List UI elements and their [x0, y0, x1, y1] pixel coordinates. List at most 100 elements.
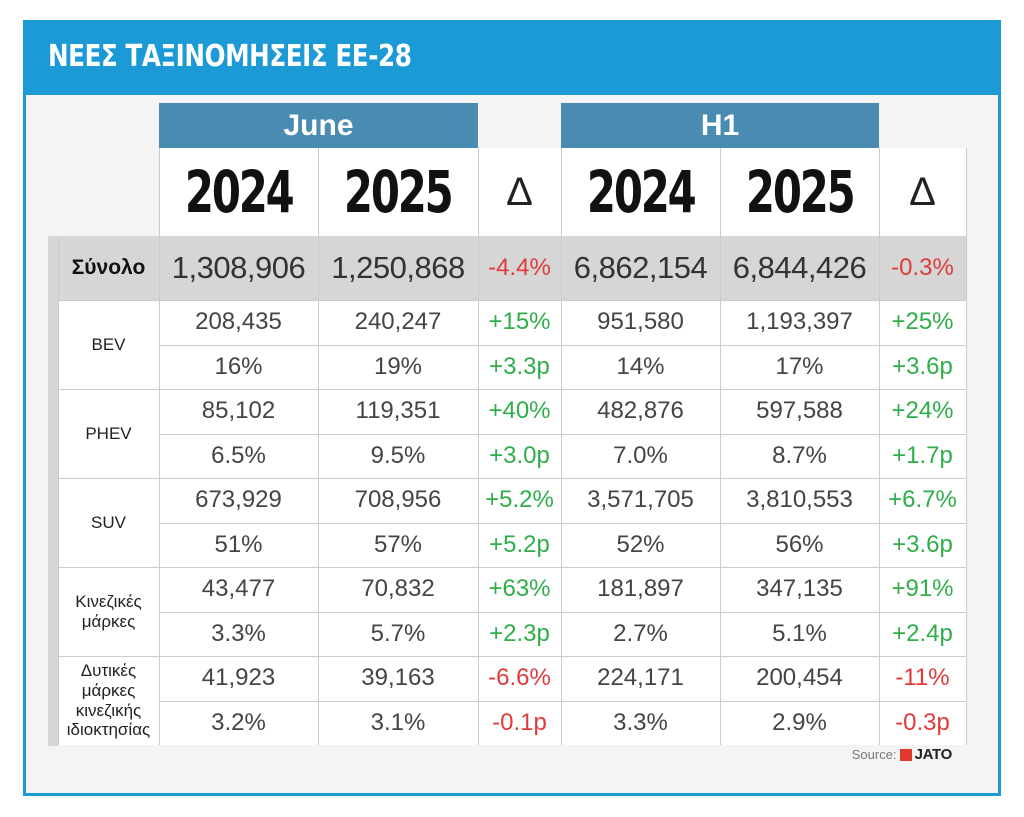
share-delta-cell: +3.3p	[478, 344, 561, 389]
share-delta-cell: -0.1p	[478, 700, 561, 745]
count-value-cell: 482,876	[561, 389, 720, 434]
count-value-cell: 181,897	[561, 567, 720, 612]
count-delta-cell: -6.6%	[478, 656, 561, 701]
share-value-cell: 14%	[561, 344, 720, 389]
count-value-cell: 597,588	[720, 389, 879, 434]
total-delta-value: -0.3%	[879, 236, 966, 300]
share-value-cell: 17%	[720, 344, 879, 389]
count-value-cell: 3,571,705	[561, 478, 720, 523]
count-value-cell: 708,956	[318, 478, 478, 523]
row-label: SUV	[58, 478, 159, 567]
share-value-cell: 16%	[159, 344, 318, 389]
count-delta-cell: +63%	[478, 567, 561, 612]
count-value-cell: 200,454	[720, 656, 879, 701]
count-value-cell: 1,193,397	[720, 300, 879, 345]
count-value-cell: 119,351	[318, 389, 478, 434]
share-value-cell: 57%	[318, 522, 478, 567]
count-delta-cell: +5.2%	[478, 478, 561, 523]
total-value: 1,250,868	[318, 236, 478, 300]
left-accent-bar	[48, 236, 58, 746]
share-value-cell: 5.1%	[720, 611, 879, 656]
row-label: Κινεζικές μάρκες	[58, 567, 159, 656]
grid-line	[58, 300, 966, 301]
delta-column-header: Δ	[879, 148, 966, 236]
share-value-cell: 3.1%	[318, 700, 478, 745]
grid-line	[58, 656, 966, 657]
source-label: Source:	[851, 747, 897, 762]
share-value-cell: 2.7%	[561, 611, 720, 656]
share-delta-cell: -0.3p	[879, 700, 966, 745]
grid-line	[58, 567, 966, 568]
share-delta-cell: +2.3p	[478, 611, 561, 656]
year-label: 2024	[184, 158, 295, 226]
count-value-cell: 3,810,553	[720, 478, 879, 523]
group-header-june: June	[159, 103, 478, 148]
share-value-cell: 51%	[159, 522, 318, 567]
grid-line	[966, 148, 967, 745]
share-value-cell: 19%	[318, 344, 478, 389]
share-value-cell: 5.7%	[318, 611, 478, 656]
grid-line	[159, 522, 966, 524]
count-delta-cell: +25%	[879, 300, 966, 345]
year-label: 2024	[586, 158, 697, 226]
count-value-cell: 85,102	[159, 389, 318, 434]
grid-line	[58, 236, 59, 745]
group-header-h1: H1	[561, 103, 879, 148]
row-label: PHEV	[58, 389, 159, 478]
year-label: 2025	[745, 158, 856, 226]
count-value-cell: 224,171	[561, 656, 720, 701]
registration-table: June H1 2024 2025 Δ 2024 2025 Δ Σύνολο 1,308,906 1…	[26, 23, 998, 793]
share-delta-cell: +3.6p	[879, 344, 966, 389]
jato-logo-icon	[899, 748, 912, 761]
grid-line	[58, 478, 966, 479]
share-value-cell: 6.5%	[159, 433, 318, 478]
total-delta-value: -4.4%	[478, 236, 561, 300]
title-bar: ΝΕΕΣ ΤΑΞΙΝΟΜΗΣΕΙΣ ΕΕ-28	[26, 23, 998, 95]
share-delta-cell: +5.2p	[478, 522, 561, 567]
count-value-cell: 240,247	[318, 300, 478, 345]
count-delta-cell: +40%	[478, 389, 561, 434]
share-value-cell: 7.0%	[561, 433, 720, 478]
count-value-cell: 41,923	[159, 656, 318, 701]
row-label: Δυτικές μάρκες κινεζικής ιδιοκτησίας	[58, 656, 159, 745]
share-value-cell: 3.3%	[159, 611, 318, 656]
grid-line	[159, 611, 966, 613]
year-column-header: 2024	[561, 148, 720, 236]
count-value-cell: 208,435	[159, 300, 318, 345]
share-value-cell: 52%	[561, 522, 720, 567]
share-value-cell: 8.7%	[720, 433, 879, 478]
count-delta-cell: +15%	[478, 300, 561, 345]
share-value-cell: 3.3%	[561, 700, 720, 745]
chart-frame: ΝΕΕΣ ΤΑΞΙΝΟΜΗΣΕΙΣ ΕΕ-28 June H1 2024 2025 Δ 2…	[23, 20, 1001, 796]
delta-column-header: Δ	[478, 148, 561, 236]
chart-title: ΝΕΕΣ ΤΑΞΙΝΟΜΗΣΕΙΣ ΕΕ-28	[48, 39, 412, 74]
grid-line	[159, 433, 966, 435]
source-credit: Source: JATO	[851, 746, 953, 763]
grid-line	[159, 148, 160, 745]
share-delta-cell: +3.0p	[478, 433, 561, 478]
count-value-cell: 39,163	[318, 656, 478, 701]
count-delta-cell: +24%	[879, 389, 966, 434]
count-value-cell: 347,135	[720, 567, 879, 612]
count-delta-cell: +6.7%	[879, 478, 966, 523]
grid-line	[159, 700, 966, 702]
share-delta-cell: +3.6p	[879, 522, 966, 567]
share-delta-cell: +2.4p	[879, 611, 966, 656]
total-value: 6,844,426	[720, 236, 879, 300]
share-value-cell: 2.9%	[720, 700, 879, 745]
grid-line	[879, 148, 880, 745]
grid-line	[478, 148, 479, 745]
grid-line	[58, 389, 966, 390]
year-label: 2025	[344, 158, 454, 226]
count-value-cell: 70,832	[318, 567, 478, 612]
count-value-cell: 43,477	[159, 567, 318, 612]
total-value: 6,862,154	[561, 236, 720, 300]
grid-line	[561, 148, 562, 745]
share-value-cell: 3.2%	[159, 700, 318, 745]
grid-line	[159, 344, 966, 346]
source-brand: JATO	[914, 746, 953, 763]
year-column-header: 2025	[318, 148, 478, 236]
share-delta-cell: +1.7p	[879, 433, 966, 478]
total-row-label: Σύνολο	[58, 236, 159, 300]
year-column-header: 2025	[720, 148, 879, 236]
